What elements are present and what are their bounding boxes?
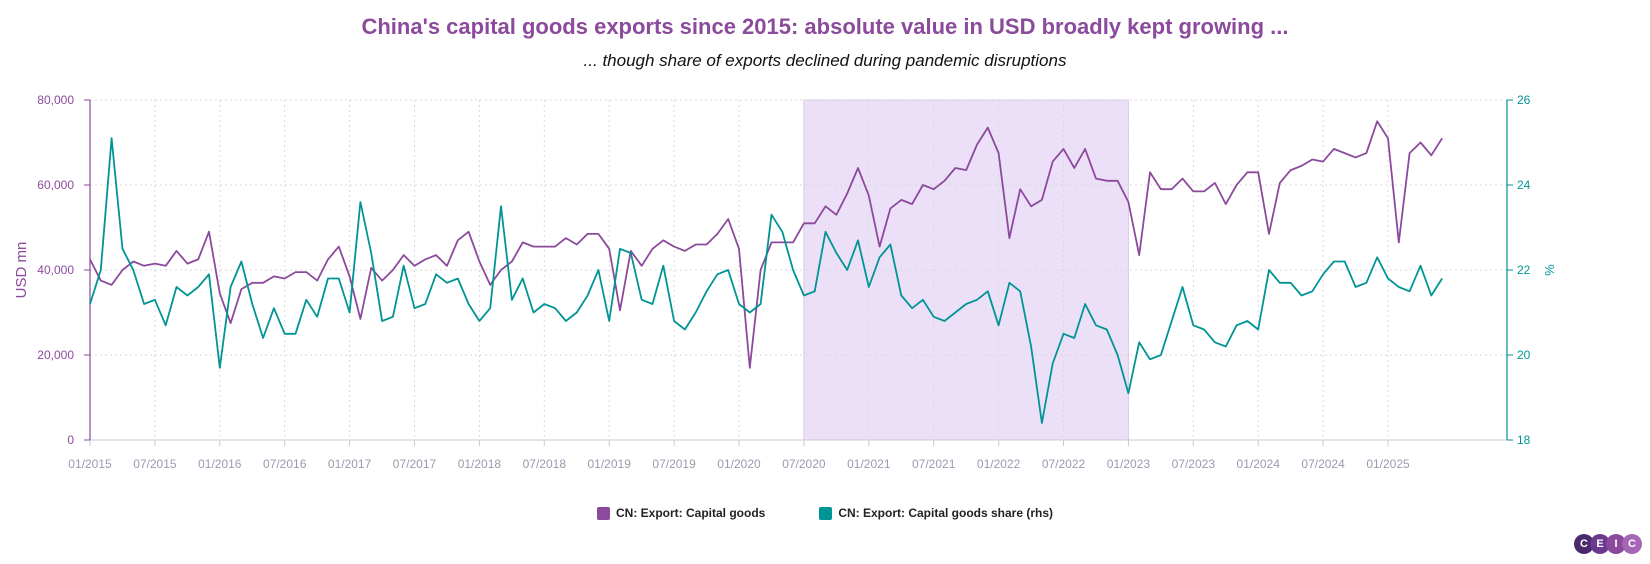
legend: CN: Export: Capital goods CN: Export: Ca… (0, 506, 1650, 520)
legend-label-capital-goods: CN: Export: Capital goods (615, 506, 766, 520)
x-tick-label: 07/2018 (523, 457, 567, 471)
legend-item-capital-goods-share[interactable]: CN: Export: Capital goods share (rhs) (819, 506, 1053, 520)
x-tick-label: 01/2016 (198, 457, 242, 471)
x-tick-label: 01/2021 (847, 457, 891, 471)
x-tick-label: 01/2022 (977, 457, 1021, 471)
x-tick-label: 01/2025 (1366, 457, 1410, 471)
y-axis-title-left: USD mn (13, 242, 30, 299)
y-tick-label-right: 24 (1517, 178, 1531, 192)
legend-swatch-capital-goods-share (819, 506, 833, 520)
y-tick-label-left: 0 (67, 433, 74, 447)
x-tick-label: 07/2016 (263, 457, 307, 471)
x-tick-label: 01/2024 (1237, 457, 1281, 471)
logo-letter: I (1606, 534, 1626, 554)
y-tick-label-left: 40,000 (37, 263, 74, 277)
x-tick-label: 01/2017 (328, 457, 372, 471)
x-tick-label: 07/2017 (393, 457, 437, 471)
ceic-logo: C E I C (1574, 534, 1642, 554)
y-tick-label-left: 80,000 (37, 93, 74, 107)
x-tick-label: 07/2024 (1301, 457, 1345, 471)
x-tick-label: 01/2018 (458, 457, 502, 471)
chart-title: China's capital goods exports since 2015… (361, 14, 1289, 39)
x-tick-label: 01/2023 (1107, 457, 1151, 471)
logo-letter: E (1590, 534, 1610, 554)
x-tick-label: 01/2020 (717, 457, 761, 471)
x-tick-label: 07/2021 (912, 457, 956, 471)
legend-label-capital-goods-share: CN: Export: Capital goods share (rhs) (838, 506, 1054, 520)
series-line-capital-goods (89, 120, 1443, 369)
x-tick-label: 07/2015 (133, 457, 177, 471)
y-tick-label-right: 26 (1517, 93, 1531, 107)
x-tick-label: 01/2015 (68, 457, 112, 471)
y-tick-label-right: 18 (1517, 433, 1531, 447)
y-axis-title-right: % (1542, 264, 1557, 276)
x-tick-label: 07/2022 (1042, 457, 1086, 471)
y-tick-label-right: 20 (1517, 348, 1531, 362)
y-tick-label-right: 22 (1517, 263, 1531, 277)
logo-letter: C (1574, 534, 1594, 554)
x-tick-label: 07/2023 (1172, 457, 1216, 471)
y-tick-label-left: 20,000 (37, 348, 74, 362)
logo-letter: C (1622, 534, 1642, 554)
series-line-capital-goods-share (89, 137, 1443, 424)
x-tick-label: 07/2019 (652, 457, 696, 471)
chart-subtitle: ... though share of exports declined dur… (583, 51, 1067, 70)
x-tick-label: 07/2020 (782, 457, 826, 471)
legend-swatch-capital-goods (596, 506, 610, 520)
y-tick-label-left: 60,000 (37, 178, 74, 192)
legend-item-capital-goods[interactable]: CN: Export: Capital goods (596, 506, 766, 520)
x-tick-label: 01/2019 (588, 457, 632, 471)
